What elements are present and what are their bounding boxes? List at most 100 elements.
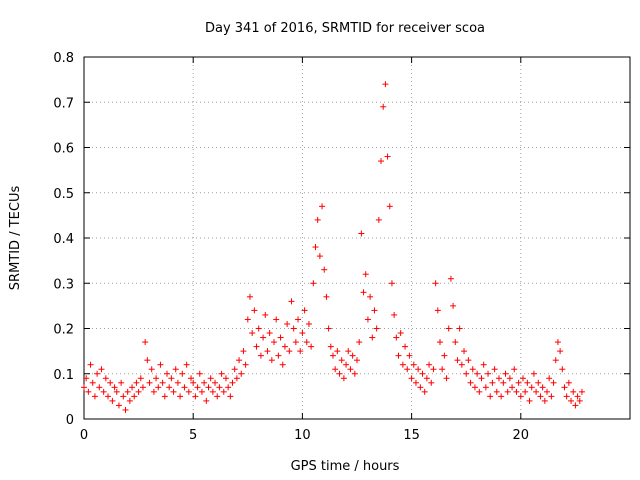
data-point (163, 370, 170, 377)
data-point (135, 388, 142, 395)
data-point (375, 216, 382, 223)
data-point (386, 203, 393, 210)
data-point (480, 361, 487, 368)
data-point (550, 379, 557, 386)
data-point (299, 330, 306, 337)
data-point (452, 339, 459, 346)
data-point (279, 361, 286, 368)
data-point (393, 334, 400, 341)
data-point (358, 230, 365, 237)
y-tick-label: 0.2 (53, 323, 74, 338)
data-point (578, 388, 585, 395)
data-point (463, 370, 470, 377)
chart-title: Day 341 of 2016, SRMTID for receiver sco… (205, 21, 485, 36)
data-point (284, 320, 291, 327)
data-point (522, 388, 529, 395)
data-point (404, 366, 411, 373)
data-point (565, 379, 572, 386)
data-point (220, 388, 227, 395)
data-point (260, 334, 267, 341)
data-point (209, 388, 216, 395)
data-point (474, 370, 481, 377)
data-point (102, 375, 109, 382)
data-point (535, 379, 542, 386)
data-point (360, 289, 367, 296)
data-point (255, 325, 262, 332)
data-point (364, 316, 371, 323)
data-point (319, 203, 326, 210)
data-point (467, 379, 474, 386)
data-point (489, 379, 496, 386)
data-point (476, 388, 483, 395)
data-point (229, 379, 236, 386)
data-point (244, 316, 251, 323)
data-point (305, 320, 312, 327)
data-point (109, 397, 116, 404)
data-point (445, 325, 452, 332)
data-point (225, 384, 232, 391)
y-tick-label: 0.1 (53, 368, 74, 383)
data-point (120, 393, 127, 400)
data-point (153, 375, 160, 382)
data-point (465, 357, 472, 364)
data-point (354, 357, 360, 364)
data-point (380, 103, 387, 110)
data-point (378, 158, 385, 165)
data-point (485, 370, 492, 377)
data-point (336, 370, 343, 377)
x-axis: 0 5 10 15 20 (80, 57, 529, 443)
data-point (100, 388, 107, 395)
data-point (181, 384, 188, 391)
data-point (574, 393, 581, 400)
data-point (323, 293, 330, 300)
data-point (347, 366, 354, 373)
data-point (441, 352, 448, 359)
x-tick-label: 15 (403, 428, 420, 443)
data-point (89, 379, 96, 386)
data-point (408, 375, 415, 382)
data-point (212, 379, 219, 386)
data-point (576, 397, 583, 404)
data-point (124, 388, 131, 395)
data-point (500, 379, 507, 386)
data-point (450, 302, 457, 309)
data-point (238, 370, 245, 377)
data-point (264, 348, 271, 355)
data-point (395, 352, 402, 359)
data-point (81, 384, 87, 391)
data-point (498, 393, 505, 400)
data-point (190, 379, 197, 386)
y-tick-label: 0.8 (53, 51, 74, 66)
data-point (443, 375, 450, 382)
data-point (559, 366, 566, 373)
data-point (528, 384, 535, 391)
data-point (205, 384, 212, 391)
data-point (113, 388, 120, 395)
data-point (509, 384, 516, 391)
data-point (391, 311, 398, 318)
data-point (338, 357, 345, 364)
data-point (166, 384, 173, 391)
data-point (249, 330, 256, 337)
data-point (155, 384, 162, 391)
data-point (384, 153, 391, 160)
data-point (561, 384, 568, 391)
data-point (203, 397, 210, 404)
data-point (369, 334, 376, 341)
data-point (251, 307, 258, 314)
data-point (356, 339, 363, 346)
data-point (96, 384, 103, 391)
data-point (177, 393, 184, 400)
data-point (517, 393, 524, 400)
data-point (266, 330, 273, 337)
x-tick-label: 10 (294, 428, 311, 443)
data-point (207, 375, 214, 382)
data-point (511, 366, 518, 373)
data-point (541, 397, 548, 404)
data-point (98, 366, 105, 373)
data-point (402, 343, 409, 350)
data-point (281, 343, 288, 350)
data-point (214, 393, 221, 400)
data-point (85, 388, 92, 395)
data-point (236, 357, 243, 364)
